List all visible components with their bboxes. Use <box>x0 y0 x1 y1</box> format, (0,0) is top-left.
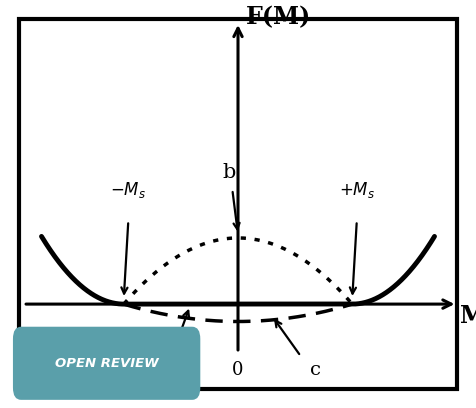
FancyBboxPatch shape <box>13 327 200 400</box>
Text: $-M_s$: $-M_s$ <box>110 180 147 200</box>
Text: OPEN REVIEW: OPEN REVIEW <box>55 357 159 370</box>
Text: b: b <box>222 163 236 182</box>
Text: M: M <box>460 304 476 328</box>
Text: $+M_s$: $+M_s$ <box>339 180 375 200</box>
Text: a: a <box>150 361 161 379</box>
Text: c: c <box>310 361 321 379</box>
Text: F(M): F(M) <box>246 5 311 29</box>
Text: 0: 0 <box>232 361 244 379</box>
